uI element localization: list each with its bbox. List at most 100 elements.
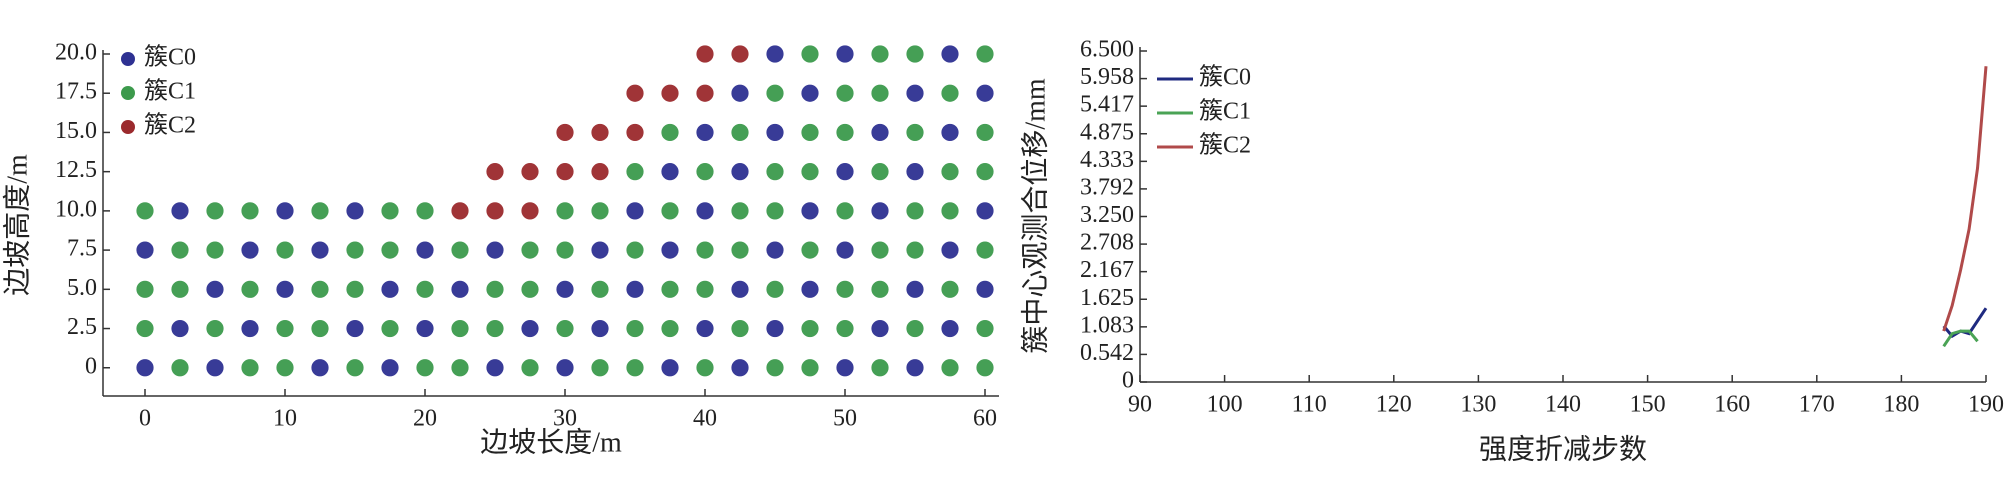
point (520, 240, 540, 260)
x-tick-label: 90 (1128, 392, 1152, 418)
point (205, 279, 225, 299)
x-axis-label: 边坡长度/m (480, 426, 622, 458)
point (520, 319, 540, 338)
legend-label: 簇C1 (144, 78, 196, 105)
y-tick-label: 4.333 (1080, 147, 1134, 173)
point (870, 44, 890, 64)
point (800, 123, 820, 142)
point (695, 83, 715, 103)
point (205, 358, 225, 378)
point (240, 319, 260, 338)
point (555, 319, 575, 338)
point (275, 279, 295, 299)
point (520, 201, 540, 221)
x-tick-label: 50 (833, 406, 857, 432)
point (310, 201, 330, 221)
point (905, 358, 925, 378)
point (450, 240, 470, 260)
point (415, 201, 435, 221)
point (590, 358, 610, 378)
point (765, 319, 785, 338)
point (870, 162, 890, 182)
point (310, 279, 330, 299)
point (590, 240, 610, 260)
point (695, 162, 715, 182)
point (660, 83, 680, 103)
point (590, 123, 610, 142)
point (660, 358, 680, 378)
point (415, 240, 435, 260)
point (765, 44, 785, 64)
y-tick-label: 5.0 (67, 275, 97, 301)
point (695, 44, 715, 64)
x-tick-label: 140 (1545, 392, 1581, 418)
point (625, 123, 645, 142)
point (835, 44, 855, 64)
point (940, 319, 960, 338)
y-tick-label: 2.5 (67, 314, 97, 340)
legend-marker (121, 86, 135, 100)
y-tick-label: 0 (1122, 368, 1134, 394)
point (660, 279, 680, 299)
point (380, 279, 400, 299)
point (485, 319, 505, 338)
point (380, 319, 400, 338)
point (975, 162, 995, 182)
point (940, 201, 960, 221)
point (380, 201, 400, 221)
point (835, 162, 855, 182)
point (730, 319, 750, 338)
y-tick-label: 10.0 (55, 196, 97, 222)
point (765, 162, 785, 182)
legend-label: 簇C1 (1199, 98, 1251, 125)
point (730, 240, 750, 260)
point (905, 319, 925, 338)
y-axis-label: 边坡高度/m (1, 154, 33, 296)
point (485, 201, 505, 221)
y-tick-label: 6.500 (1080, 37, 1134, 63)
point (695, 123, 715, 142)
series-line (1942, 329, 1979, 348)
point (415, 319, 435, 338)
point (905, 240, 925, 260)
y-tick-label: 4.875 (1080, 119, 1134, 145)
y-tick-label: 1.625 (1080, 285, 1134, 311)
x-tick-label: 10 (273, 406, 297, 432)
x-tick-label: 180 (1883, 392, 1919, 418)
point (450, 201, 470, 221)
point (975, 279, 995, 299)
y-tick-label: 15.0 (55, 118, 97, 144)
point (975, 358, 995, 378)
point (870, 201, 890, 221)
point (975, 123, 995, 142)
point (905, 123, 925, 142)
legend-label: 簇C0 (144, 44, 196, 71)
point (905, 162, 925, 182)
point (310, 319, 330, 338)
x-tick-label: 190 (1968, 392, 2004, 418)
point (135, 240, 155, 260)
point (170, 201, 190, 221)
point (240, 279, 260, 299)
legend-marker (121, 120, 135, 134)
point (240, 240, 260, 260)
point (870, 123, 890, 142)
point (205, 319, 225, 338)
x-tick-label: 60 (973, 406, 997, 432)
point (625, 201, 645, 221)
y-tick-label: 20.0 (55, 40, 97, 66)
series-line (1942, 66, 1988, 332)
y-tick-label: 17.5 (55, 79, 97, 105)
y-tick-label: 0.542 (1080, 340, 1134, 366)
point (975, 83, 995, 103)
point (905, 83, 925, 103)
point (345, 240, 365, 260)
point (485, 240, 505, 260)
point (695, 279, 715, 299)
point (485, 358, 505, 378)
point (660, 162, 680, 182)
point (975, 319, 995, 338)
point (275, 240, 295, 260)
point (520, 162, 540, 182)
point (730, 201, 750, 221)
